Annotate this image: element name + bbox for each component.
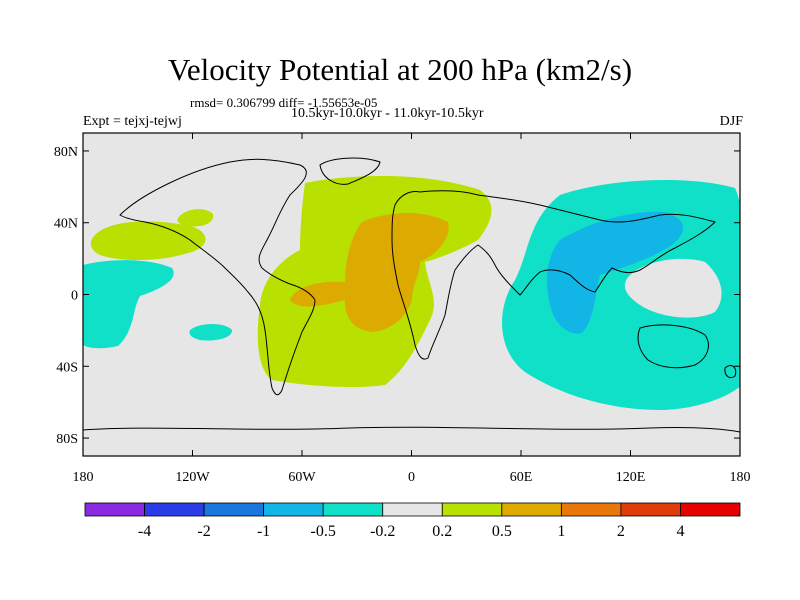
lon-tick-label: 0: [408, 470, 415, 485]
colorbar-swatch: [560, 502, 622, 517]
lon-tick-label: 180: [73, 470, 94, 485]
colorbar-label: 0.5: [492, 523, 512, 540]
stats-line: rmsd= 0.306799 diff= -1.55653e-05: [190, 95, 378, 110]
colorbar-swatch: [144, 502, 205, 517]
lat-tick-label: 80S: [56, 432, 78, 447]
colorbar-label: -0.5: [311, 523, 336, 540]
lon-tick-label: 120E: [616, 470, 646, 485]
colorbar-swatch: [501, 502, 562, 517]
lon-tick-label: 60W: [288, 470, 316, 485]
axis-ticks: 80N 40N 0 40S 80S 180 120W 60W 0 60E 120E 180: [54, 133, 751, 485]
map-title: Velocity Potential at 200 hPa (km2/s): [167, 52, 633, 87]
lon-tick-label: 120W: [175, 470, 210, 485]
colorbar-label: 2: [617, 523, 625, 540]
colorbar-label: 1: [557, 523, 565, 540]
lat-tick-label: 40N: [54, 217, 78, 232]
colorbar-swatch: [263, 502, 324, 517]
west-pacific-positive-region: [90, 221, 206, 261]
colorbar-label: -2: [197, 523, 210, 540]
colorbar-swatch: [680, 502, 741, 517]
colorbar-label: 4: [676, 523, 684, 540]
colorbar-swatch: [322, 502, 384, 517]
experiment-label: Expt = tejxj-tejwj: [83, 114, 182, 129]
pacific-negative-region: [502, 179, 740, 410]
pacific-neutral-hole: [624, 258, 722, 318]
colorbar-label: -1: [257, 523, 270, 540]
colorbar-swatch: [620, 502, 681, 517]
lat-tick-label: 0: [71, 289, 78, 304]
lon-tick-label: 60E: [510, 470, 533, 485]
lat-tick-label: 40S: [56, 360, 78, 375]
coastlines: [83, 157, 740, 433]
west-pacific-negative-region: [83, 260, 174, 349]
colorbar-swatch: [441, 502, 503, 517]
colorbar-swatch: [84, 502, 145, 517]
colorbar-swatch: [203, 502, 265, 517]
lon-tick-label: 180: [730, 470, 751, 485]
colorbar: -4 -2 -1 -0.5 -0.2 0.2 0.5 1 2 4: [84, 502, 741, 540]
lat-tick-label: 80N: [54, 145, 78, 160]
colorbar-label: 0.2: [432, 523, 452, 540]
season-label: DJF: [719, 114, 743, 129]
small-negative-region: [189, 324, 233, 341]
atlantic-core-region: [290, 212, 449, 332]
colorbar-label: -4: [138, 523, 151, 540]
pacific-core-region: [547, 211, 684, 334]
colorbar-swatch: [382, 502, 443, 517]
periods-line: 10.5kyr-10.0kyr - 11.0kyr-10.5kyr: [291, 106, 484, 121]
small-positive-region: [177, 209, 214, 227]
colorbar-label: -0.2: [370, 523, 395, 540]
